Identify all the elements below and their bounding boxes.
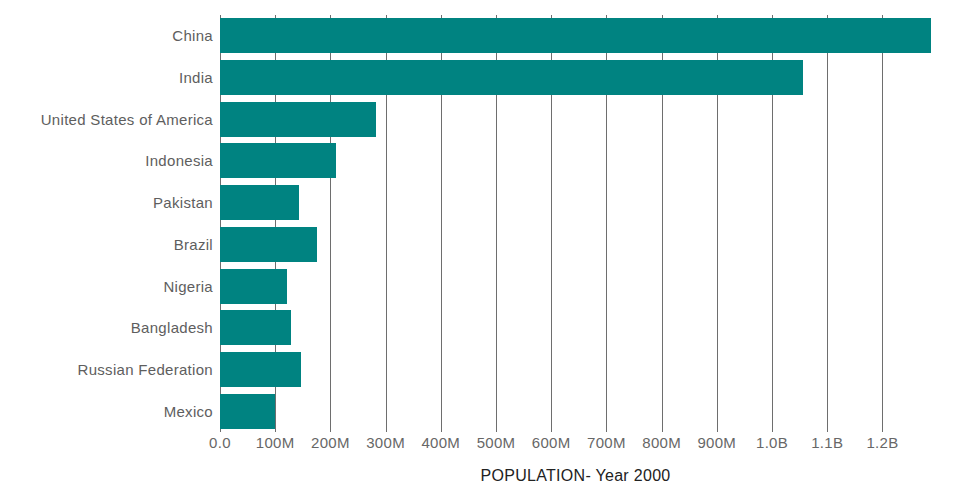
x-tick-label: 1.2B [866,434,898,451]
category-label: Brazil [0,224,213,266]
bar-brazil[interactable] [220,227,317,262]
x-tick-label: 400M [421,434,460,451]
bar-nigeria[interactable] [220,269,287,304]
chart-title: POPULATION- Year 2000 [220,467,931,485]
x-tick-label: 300M [366,434,405,451]
bar-russian-federation[interactable] [220,352,301,387]
plot-area [220,15,931,432]
bar-china[interactable] [220,18,931,53]
gridline [827,15,828,432]
x-tick-label: 900M [697,434,736,451]
x-tick-label: 200M [311,434,350,451]
x-tick-label: 700M [587,434,626,451]
bar-india[interactable] [220,60,803,95]
x-tick-label: 0.0 [209,434,231,451]
bar-united-states-of-america[interactable] [220,102,376,137]
x-tick-label: 1.1B [811,434,843,451]
category-label: India [0,57,213,99]
value-axis: 0.0100M200M300M400M500M600M700M800M900M1… [220,434,931,454]
category-label: Indonesia [0,140,213,182]
bar-mexico[interactable] [220,394,275,429]
category-label: China [0,15,213,57]
category-label: Pakistan [0,182,213,224]
category-label: United States of America [0,98,213,140]
category-label: Bangladesh [0,307,213,349]
x-tick-label: 1.0B [756,434,788,451]
bar-bangladesh[interactable] [220,310,291,345]
x-tick-label: 100M [256,434,295,451]
bar-indonesia[interactable] [220,143,336,178]
x-tick-label: 600M [532,434,571,451]
category-label: Mexico [0,390,213,432]
x-tick-label: 800M [642,434,681,451]
bar-pakistan[interactable] [220,185,299,220]
gridline [882,15,883,432]
category-label: Russian Federation [0,349,213,391]
population-bar-chart: ChinaIndiaUnited States of AmericaIndone… [0,0,960,500]
category-label: Nigeria [0,265,213,307]
x-tick-label: 500M [477,434,516,451]
category-axis-labels: ChinaIndiaUnited States of AmericaIndone… [0,15,213,432]
